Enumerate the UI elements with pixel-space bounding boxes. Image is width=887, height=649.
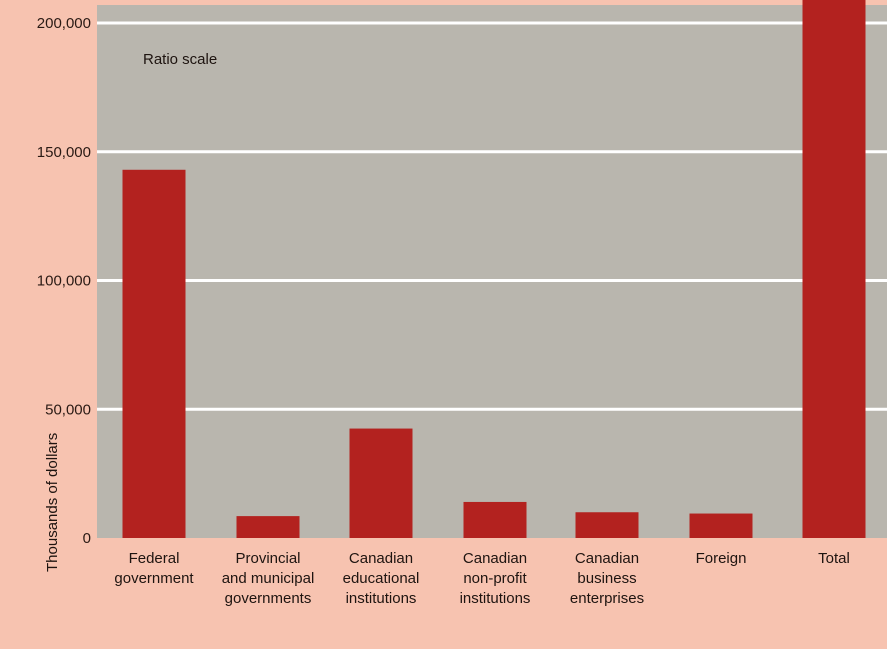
x-tick-label-line: Provincial [235, 550, 300, 567]
x-tick-label-line: governments [225, 590, 312, 607]
x-tick-label-line: educational [343, 570, 420, 587]
x-tick-label: Foreign [696, 550, 747, 567]
bar [575, 512, 639, 538]
x-tick-label-line: institutions [460, 590, 531, 607]
x-tick-label: Canadian non-profit institutions [460, 550, 531, 607]
x-tick-label: Federal government [114, 550, 194, 587]
bars [122, 0, 866, 539]
bar [689, 513, 753, 538]
x-tick-label-line: Canadian [463, 550, 527, 567]
grid-lines [97, 21, 887, 411]
x-tick-label: Total [818, 550, 850, 567]
x-tick-label-line: enterprises [570, 590, 644, 607]
ratio-scale-annotation: Ratio scale [143, 51, 217, 68]
y-tick-label: 50,000 [45, 401, 91, 418]
x-tick-label: Canadian educational institutions [343, 550, 420, 607]
x-tick-label-line: non-profit [463, 570, 527, 587]
x-tick-label: Provincial and municipal governments [222, 550, 315, 607]
x-axis-ticks: Federal government Provincial and municipal… [114, 550, 849, 607]
x-tick-label-line: Canadian [349, 550, 413, 567]
x-tick-label-line: institutions [346, 590, 417, 607]
bar [349, 428, 413, 538]
y-tick-label: 100,000 [37, 273, 91, 290]
bar [802, 0, 866, 539]
y-axis-label: Thousands of dollars [44, 433, 61, 572]
bar [122, 169, 186, 538]
bar [463, 501, 527, 538]
y-tick-label: 150,000 [37, 144, 91, 161]
x-tick-label-line: Canadian [575, 550, 639, 567]
x-tick-label-line: Federal [129, 550, 180, 567]
x-tick-label-line: government [114, 570, 194, 587]
y-tick-label: 200,000 [37, 15, 91, 32]
x-tick-label-line: and municipal [222, 570, 315, 587]
x-tick-label: Canadian business enterprises [570, 550, 644, 607]
x-tick-label-line: Foreign [696, 550, 747, 567]
plot-area [97, 5, 887, 538]
bar [236, 516, 300, 538]
x-tick-label-line: business [577, 570, 636, 587]
y-tick-label: 0 [83, 530, 91, 547]
y-axis-ticks: 0 50,000 100,000 150,000 200,000 [37, 15, 91, 547]
x-tick-label-line: Total [818, 550, 850, 567]
